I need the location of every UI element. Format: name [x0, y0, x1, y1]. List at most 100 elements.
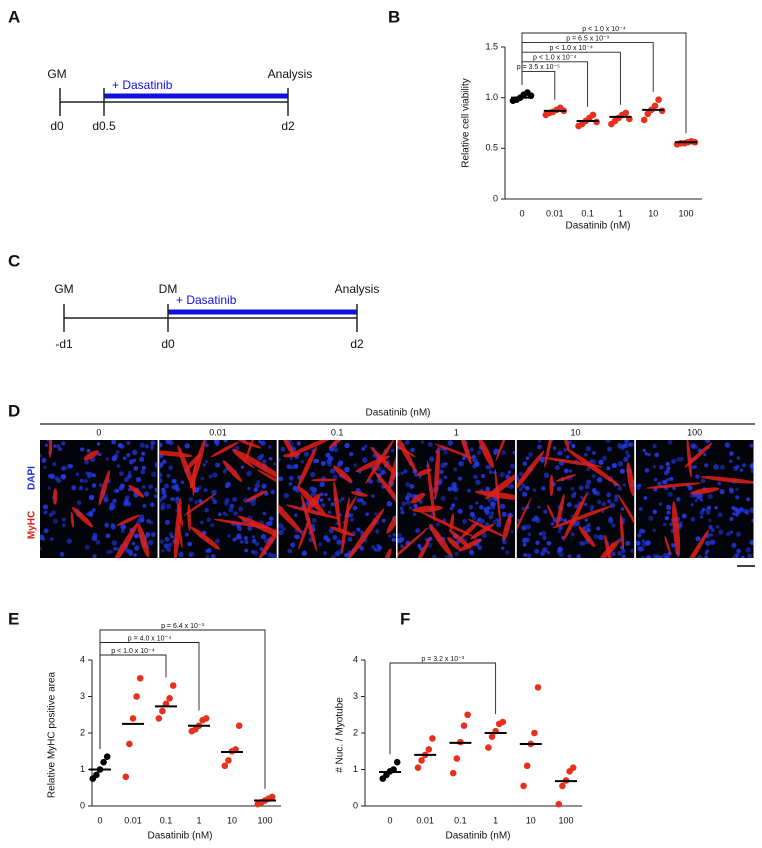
- nucleus: [319, 481, 325, 488]
- nucleus: [225, 484, 229, 489]
- nucleus: [361, 446, 366, 451]
- nucleus: [704, 463, 709, 468]
- nucleus: [349, 451, 354, 457]
- y-tick-label: 3: [353, 691, 358, 701]
- myotube: [542, 457, 603, 468]
- nucleus: [690, 443, 696, 449]
- y-tick-label: 0: [493, 193, 498, 203]
- myotube: [190, 526, 221, 550]
- nucleus: [471, 454, 477, 459]
- nucleus: [393, 538, 397, 542]
- nucleus: [540, 551, 545, 557]
- data-point: [418, 757, 425, 764]
- nucleus: [746, 497, 751, 502]
- nucleus: [568, 469, 573, 473]
- nucleus: [645, 540, 651, 546]
- data-point: [520, 782, 527, 790]
- nucleus: [557, 529, 562, 534]
- data-point: [166, 695, 173, 702]
- stage-label: Analysis: [335, 282, 380, 296]
- panel-label: A: [8, 7, 20, 26]
- nucleus: [741, 463, 746, 468]
- nucleus: [537, 505, 541, 509]
- myotube: [434, 443, 474, 459]
- nucleus: [554, 465, 560, 471]
- nucleus: [120, 529, 125, 534]
- myotube: [98, 469, 111, 506]
- nucleus: [205, 554, 210, 558]
- nucleus: [541, 486, 546, 491]
- nucleus: [49, 537, 54, 542]
- nucleus: [401, 501, 407, 507]
- nucleus: [141, 451, 146, 456]
- nucleus: [84, 544, 90, 550]
- myotube: [566, 448, 621, 487]
- nucleus: [238, 506, 244, 512]
- y-tick-label: 1: [353, 764, 358, 774]
- nucleus: [734, 553, 740, 558]
- nucleus: [159, 462, 164, 467]
- myotube: [626, 462, 635, 497]
- nucleus: [227, 534, 231, 538]
- myotube: [426, 460, 436, 522]
- nucleus: [154, 461, 158, 467]
- nucleus: [84, 459, 89, 465]
- nucleus: [126, 441, 131, 446]
- nucleus: [719, 489, 725, 495]
- myotube: [578, 526, 596, 548]
- myotube: [256, 469, 277, 490]
- x-tick-label: 0.01: [416, 815, 434, 825]
- nucleus: [444, 555, 449, 558]
- myotube: [328, 440, 346, 449]
- myotube: [278, 490, 303, 534]
- nucleus: [205, 549, 210, 553]
- myotube: [676, 529, 710, 558]
- nucleus: [319, 492, 324, 497]
- column-label: 0: [96, 427, 101, 437]
- nucleus: [161, 488, 167, 494]
- nucleus: [571, 443, 576, 448]
- data-point: [155, 715, 163, 722]
- nucleus: [508, 483, 514, 490]
- myotube: [397, 440, 417, 473]
- nucleus: [255, 541, 260, 547]
- nucleus: [240, 465, 245, 469]
- x-tick-label: 10: [227, 815, 237, 825]
- nucleus: [671, 542, 675, 547]
- nucleus: [223, 440, 228, 443]
- nucleus: [128, 551, 134, 556]
- nucleus: [144, 491, 150, 497]
- nucleus: [598, 459, 604, 465]
- column-label: 100: [687, 427, 702, 437]
- nucleus: [293, 463, 299, 469]
- nucleus: [336, 539, 342, 545]
- nucleus: [290, 542, 296, 548]
- nucleus: [380, 469, 386, 475]
- nucleus: [490, 501, 496, 507]
- nucleus: [414, 473, 418, 477]
- nucleus: [126, 501, 132, 507]
- nucleus: [289, 465, 294, 470]
- nucleus: [206, 517, 211, 523]
- nucleus: [413, 503, 418, 508]
- stage-label: Analysis: [268, 67, 313, 81]
- nucleus: [662, 479, 668, 485]
- nucleus: [417, 544, 422, 548]
- myotube: [449, 513, 455, 531]
- nucleus: [710, 528, 715, 533]
- myotube: [128, 484, 145, 498]
- nucleus: [643, 496, 648, 500]
- nucleus: [58, 447, 62, 452]
- nucleus: [704, 555, 709, 558]
- nucleus: [165, 503, 172, 510]
- nucleus: [409, 484, 415, 489]
- nucleus: [147, 539, 154, 546]
- nucleus: [522, 461, 528, 466]
- panel-label: B: [388, 7, 400, 26]
- nucleus: [638, 507, 643, 511]
- nucleus: [208, 474, 213, 479]
- nucleus: [725, 442, 731, 448]
- myotube: [48, 440, 53, 458]
- nucleus: [516, 474, 520, 480]
- myotube: [183, 493, 216, 516]
